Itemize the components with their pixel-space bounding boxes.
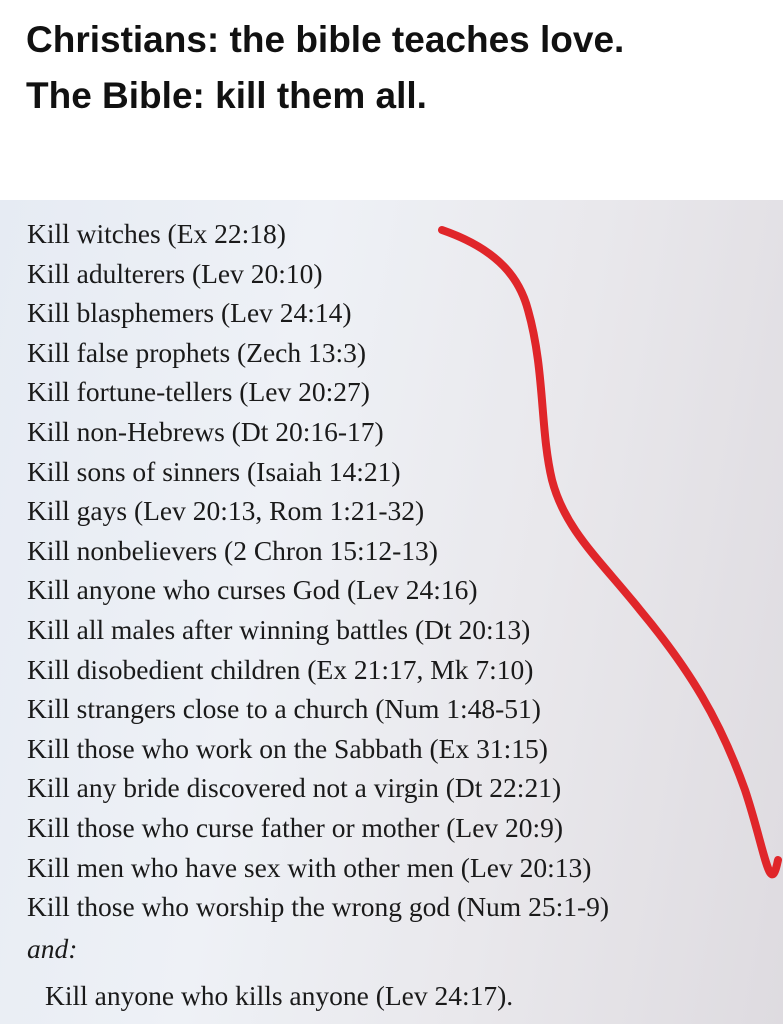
list-item: Kill fortune-tellers (Lev 20:27): [27, 376, 370, 408]
list-item: Kill those who curse father or mother (L…: [27, 811, 564, 843]
list-item: Kill false prophets (Zech 13:3): [27, 336, 367, 368]
list-item: Kill non-Hebrews (Dt 20:16-17): [27, 415, 384, 447]
red-marker-stroke: [438, 226, 782, 879]
meme-caption: Christians: the bible teaches love. The …: [26, 12, 766, 124]
list-item: Kill anyone who curses God (Lev 24:16): [27, 574, 478, 606]
red-marker-line: [438, 226, 782, 879]
list-item: Kill disobedient children (Ex 21:17, Mk …: [27, 653, 534, 685]
caption-line-1: Christians: the bible teaches love.: [26, 19, 625, 60]
list-item: Kill adulterers (Lev 20:10): [27, 257, 323, 289]
verse-list: Kill witches (Ex 22:18) Kill adulterers …: [27, 214, 609, 1021]
list-item: Kill witches (Ex 22:18): [27, 218, 286, 249]
list-item: Kill those who work on the Sabbath (Ex 3…: [27, 732, 548, 764]
list-item: Kill sons of sinners (Isaiah 14:21): [27, 455, 401, 487]
list-item: Kill blasphemers (Lev 24:14): [27, 297, 352, 329]
list-item: Kill strangers close to a church (Num 1:…: [27, 693, 541, 725]
list-item: Kill any bride discovered not a virgin (…: [27, 772, 562, 804]
list-item: Kill men who have sex with other men (Le…: [27, 851, 592, 883]
list-item: Kill gays (Lev 20:13, Rom 1:21-32): [27, 495, 425, 527]
caption-line-2: The Bible: kill them all.: [26, 75, 427, 116]
and-label: and:: [27, 932, 78, 964]
final-item: Kill anyone who kills anyone (Lev 24:17)…: [45, 979, 514, 1011]
list-item: Kill all males after winning battles (Dt…: [27, 613, 531, 645]
list-item: Kill nonbelievers (2 Chron 15:12-13): [27, 534, 438, 566]
photo-of-list: Kill witches (Ex 22:18) Kill adulterers …: [0, 200, 783, 1024]
list-item: Kill those who worship the wrong god (Nu…: [27, 891, 610, 923]
